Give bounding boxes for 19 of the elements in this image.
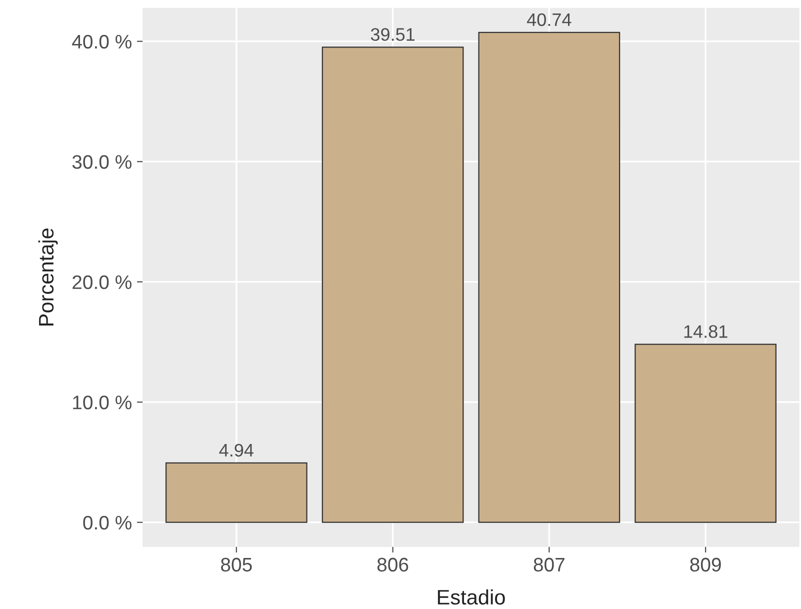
y-tick-label: 40.0 % [72,34,132,49]
bar [478,32,620,523]
y-tick-label: 10.0 % [73,396,132,410]
y-tick-label: 0.0 % [83,516,132,530]
y-tick-label: 30.0 % [72,155,132,169]
data-label: 14.81 [684,325,728,338]
data-label: 39.51 [370,28,415,41]
x-tick-label: 806 [377,558,408,572]
x-tick-label: 809 [690,558,721,572]
data-label: 4.94 [219,444,254,457]
x-tick-label: 807 [534,558,564,572]
bar [322,46,464,523]
bar [634,344,776,523]
x-axis-title: Estadio [438,589,505,605]
data-label: 40.74 [527,13,572,26]
y-tick-label: 20.0 % [72,275,132,290]
bar [165,462,308,523]
y-axis-title: Porcentaje [38,228,58,326]
x-tick-label: 805 [221,558,252,572]
